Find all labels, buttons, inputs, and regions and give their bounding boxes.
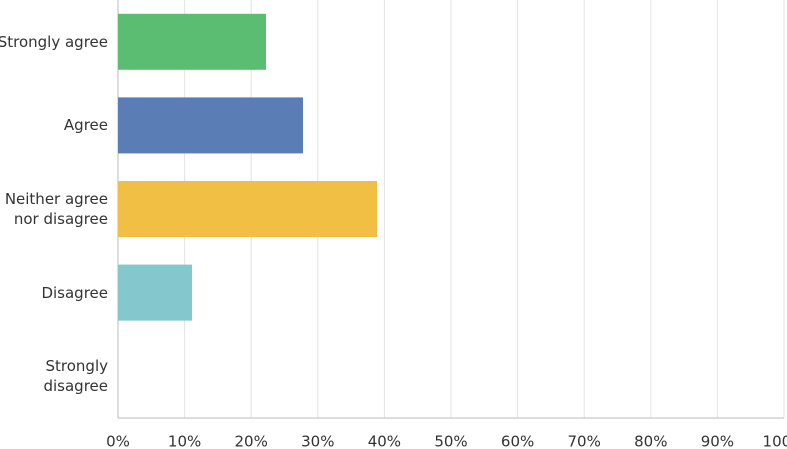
x-tick-label: 60% (501, 433, 534, 449)
y-tick-label: Disagree (41, 283, 108, 302)
x-tick-label: 100% (763, 433, 787, 449)
x-tick-label: 80% (634, 433, 667, 449)
bar (118, 181, 378, 237)
bar (118, 264, 192, 321)
y-tick-label: Neither agree nor disagree (4, 190, 108, 228)
y-tick-label: Agree (63, 116, 108, 135)
x-tick-label: 70% (568, 433, 601, 449)
x-tick-label: 50% (434, 433, 467, 449)
bar (118, 13, 266, 70)
y-tick-label: Strongly agree (0, 32, 108, 51)
x-tick-label: 20% (235, 433, 268, 449)
x-tick-label: 0% (106, 433, 130, 449)
x-tick-label: 90% (701, 433, 734, 449)
bar (118, 97, 304, 154)
y-tick-label: Strongly disagree (43, 357, 108, 396)
x-tick-label: 40% (368, 433, 401, 449)
x-tick-label: 30% (301, 433, 334, 449)
x-tick-label: 10% (168, 433, 201, 449)
